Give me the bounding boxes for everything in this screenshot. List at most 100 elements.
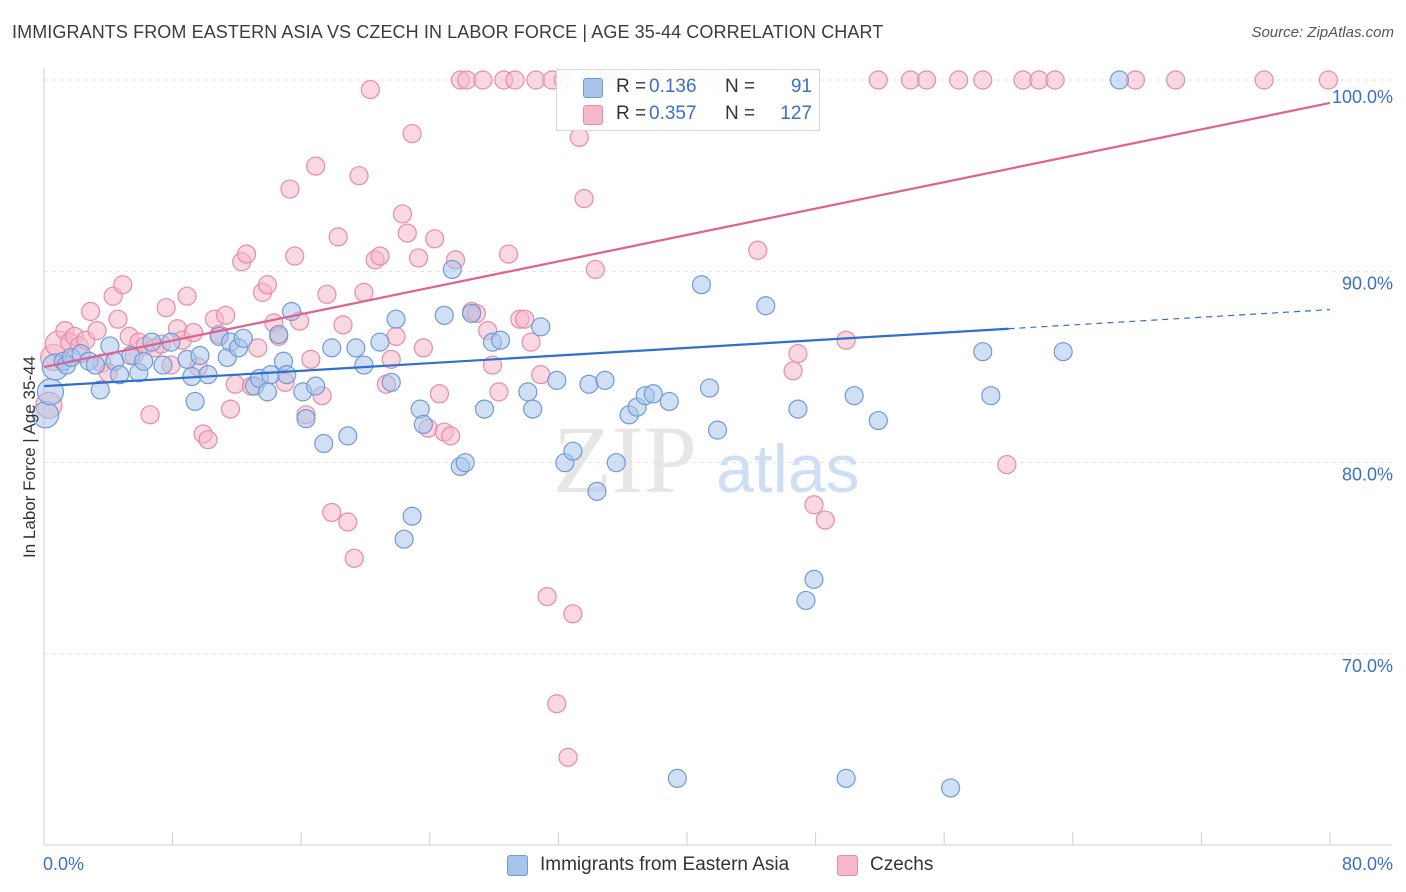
czechs-point (498, 244, 519, 264)
eastern-asia-point (306, 376, 326, 396)
czechs-point (574, 189, 594, 209)
eastern-asia-point (36, 378, 65, 406)
source-credit: Source: ZipAtlas.com (1251, 24, 1394, 41)
czechs-point (360, 79, 380, 100)
eastern-asia-point (1053, 342, 1073, 362)
series-legend: Immigrants from Eastern Asia Czechs (0, 852, 1406, 878)
x-tick-label-min: 0.0% (43, 854, 84, 874)
eastern-asia-point (707, 420, 728, 440)
x-tick-label-max: 80.0% (1342, 854, 1393, 874)
czechs-point (1318, 70, 1338, 90)
czechs-point (1029, 70, 1049, 90)
eastern-asia-point (474, 399, 495, 419)
czechs-point (381, 349, 401, 369)
czechs-point (949, 70, 969, 90)
eastern-asia-point (185, 391, 205, 412)
eastern-asia-point (434, 305, 454, 325)
legend-n-value: 127 (780, 103, 812, 124)
eastern-asia-point (531, 317, 551, 337)
eastern-asia-point (868, 410, 888, 431)
czechs-point (216, 305, 236, 325)
legend-swatch-blue (583, 78, 603, 98)
eastern-asia-point (804, 569, 824, 589)
czechs-point (457, 70, 477, 90)
legend-n-label: N = (725, 103, 756, 124)
trend-lines (43, 101, 1331, 388)
czechs-point (392, 204, 413, 224)
eastern-asia-point (277, 365, 297, 385)
series-eastern-asia-points (32, 70, 1130, 798)
y-tick-label: 70.0% (1342, 656, 1393, 676)
eastern-asia-point (314, 433, 334, 454)
chart-title: IMMIGRANTS FROM EASTERN ASIA VS CZECH IN… (12, 22, 884, 42)
czechs-point (280, 179, 300, 199)
czechs-point (349, 166, 369, 186)
y-tick-labels: 70.0% 80.0% 90.0% 100.0% (1332, 87, 1393, 676)
eastern-asia-point (518, 382, 538, 402)
czechs-point (354, 282, 374, 302)
eastern-asia-point (756, 296, 776, 316)
eastern-asia-point (941, 778, 961, 798)
eastern-asia-trendline-extension (1008, 309, 1331, 330)
czechs-point (515, 309, 535, 329)
legend-n-label: N = (725, 76, 756, 97)
czechs-point (156, 298, 176, 318)
czechs-point (177, 286, 197, 306)
czechs-point (344, 548, 364, 568)
czechs-point (489, 382, 509, 402)
eastern-asia-point (386, 309, 406, 329)
czechs-point (868, 70, 888, 90)
eastern-asia-point (296, 409, 316, 429)
eastern-asia-point (1109, 70, 1130, 90)
eastern-asia-point (796, 590, 816, 611)
eastern-asia-point (595, 370, 615, 390)
legend-item-czechs: Czechs (837, 852, 933, 878)
czechs-point (916, 70, 937, 90)
eastern-asia-point (659, 391, 679, 412)
czechs-point (386, 326, 406, 346)
legend-label-czechs: Czechs (870, 854, 934, 875)
eastern-asia-point (257, 382, 278, 402)
legend-swatch-blue (507, 854, 528, 876)
czechs-point (1166, 70, 1186, 90)
czechs-point (140, 405, 160, 425)
eastern-asia-point (973, 342, 993, 362)
axes (43, 68, 1392, 846)
czechs-point (505, 70, 525, 90)
legend-r-label: R = (616, 76, 647, 97)
eastern-asia-point (788, 399, 808, 419)
czechs-point (236, 244, 257, 264)
czechs-trendline (43, 101, 1331, 369)
eastern-asia-point (381, 372, 401, 392)
eastern-asia-point (563, 441, 583, 461)
czechs-point (198, 430, 218, 450)
czechs-point (333, 315, 353, 335)
czechs-point (225, 374, 245, 394)
eastern-asia-point (461, 303, 482, 324)
czechs-point (248, 338, 268, 358)
eastern-asia-point (198, 365, 218, 385)
eastern-asia-point (233, 328, 253, 348)
gridlines (44, 79, 1392, 655)
czechs-point (408, 248, 429, 268)
legend-r-label: R = (616, 103, 647, 124)
eastern-asia-point (413, 414, 433, 434)
eastern-asia-point (109, 365, 130, 385)
watermark-atlas: atlas (716, 431, 860, 507)
czechs-point (328, 227, 348, 247)
czechs-point (285, 246, 305, 266)
czechs-point (531, 365, 551, 385)
czechs-point (526, 70, 546, 90)
czechs-point (413, 338, 433, 358)
czechs-point (183, 322, 204, 343)
czechs-point (473, 70, 493, 90)
eastern-asia-point (490, 330, 511, 350)
eastern-asia-point (587, 481, 607, 501)
eastern-asia-point (346, 338, 366, 358)
czechs-point (783, 361, 803, 381)
y-tick-label: 90.0% (1342, 273, 1393, 293)
czechs-point (306, 156, 326, 176)
czechs-point (257, 275, 278, 295)
eastern-asia-point (844, 386, 864, 406)
legend-item-eastern-asia: Immigrants from Eastern Asia (507, 852, 789, 878)
